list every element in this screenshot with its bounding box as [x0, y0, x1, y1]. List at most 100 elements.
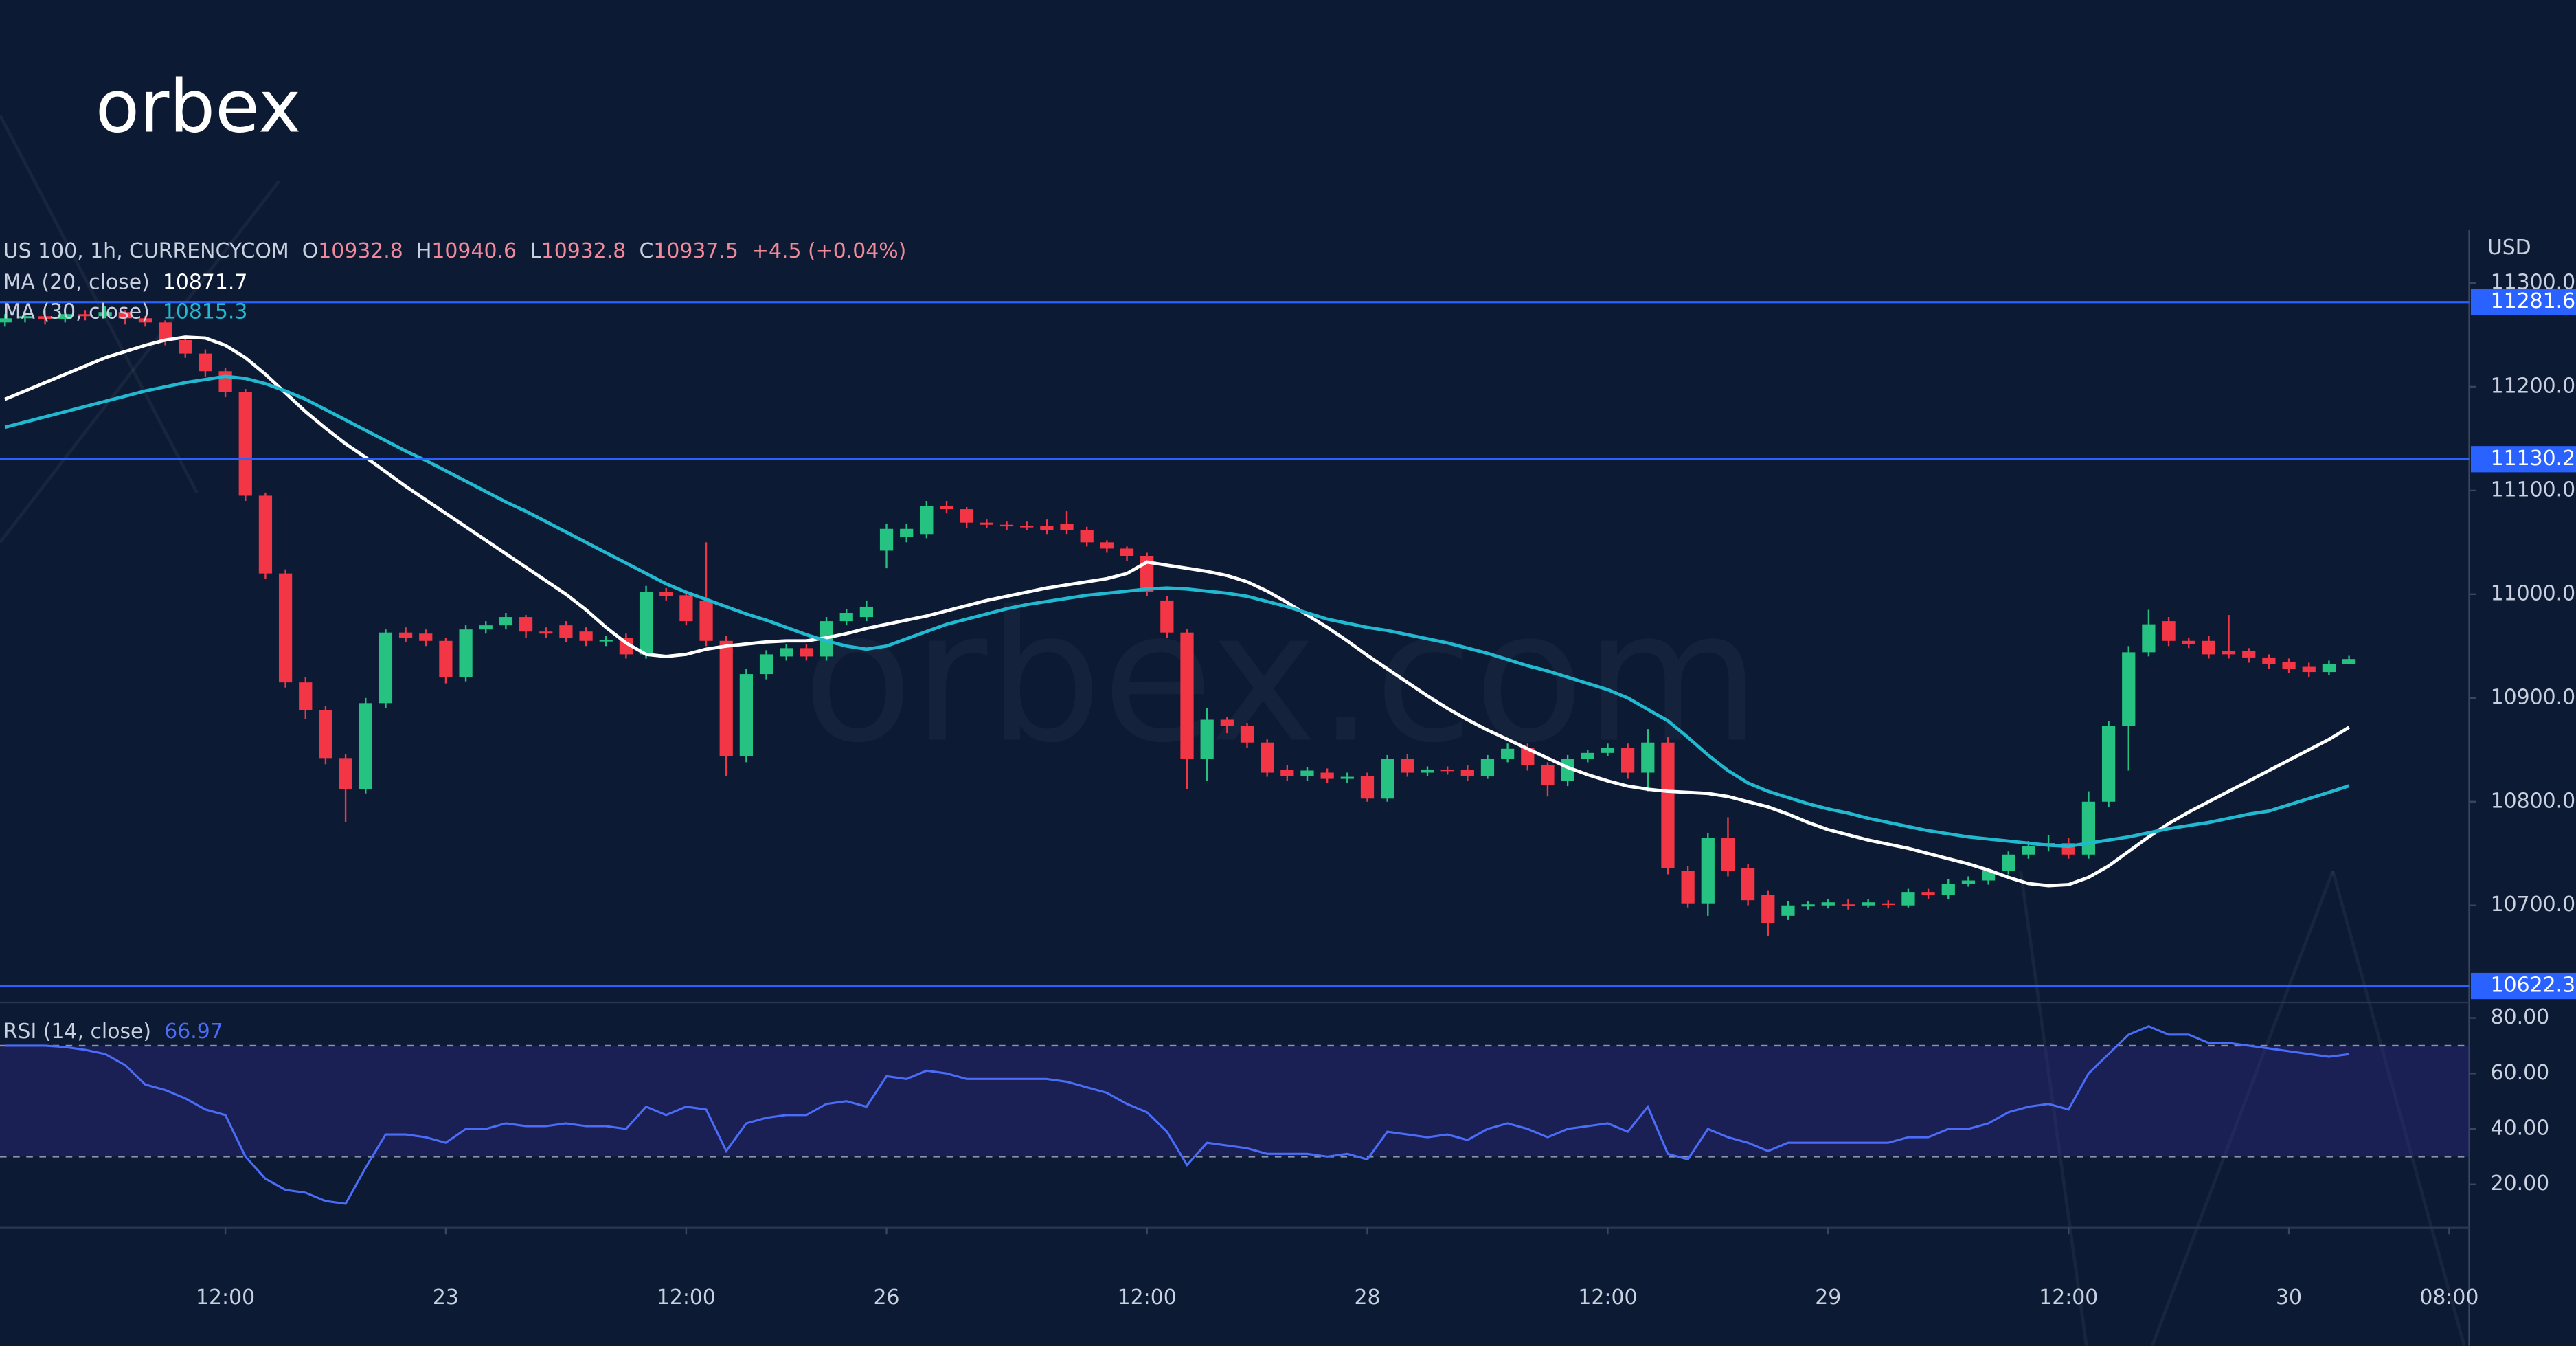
- candle-body: [960, 509, 973, 523]
- candle-body: [1821, 902, 1835, 906]
- candle-body: [1220, 719, 1234, 726]
- decor-line: [0, 114, 199, 494]
- candle-body: [2322, 664, 2336, 673]
- candle-body: [1480, 759, 1495, 776]
- candle-body: [2162, 621, 2176, 641]
- candle-body: [1841, 904, 1855, 906]
- candle-body: [1261, 742, 1274, 773]
- legend-ma20: MA (20, close) 10871.7: [3, 270, 248, 294]
- ohlc-value: 10940.6: [431, 239, 517, 263]
- y-tick-label: 10800.0: [2491, 789, 2576, 813]
- x-tick-label: 23: [433, 1286, 459, 1310]
- candle-body: [1060, 524, 1074, 530]
- candle-body: [499, 617, 513, 626]
- rsi-name: RSI (14, close): [3, 1020, 151, 1044]
- candle-body: [1541, 765, 1555, 785]
- candle-body: [479, 625, 493, 630]
- ohlc-label: H: [416, 239, 431, 263]
- y-tick-label: 11200.0: [2491, 374, 2576, 398]
- candle-body: [398, 632, 413, 638]
- candle-body: [1401, 759, 1414, 773]
- level-label-bg: [2470, 446, 2576, 473]
- level-label: 11281.6: [2491, 289, 2576, 313]
- candle-body: [1080, 530, 1094, 543]
- candle-body: [1921, 892, 1935, 895]
- legend-header: US 100, 1h, CURRENCYCOM O10932.8 H10940.6 L…: [3, 239, 907, 263]
- legend-ma30: MA (30, close) 10815.3: [3, 300, 248, 324]
- candle-body: [1320, 772, 1334, 779]
- candle-body: [1160, 600, 1174, 633]
- candle-body: [2081, 801, 2096, 855]
- candle-body: [1040, 526, 1054, 530]
- candle-body: [1941, 884, 1955, 895]
- candle-body: [1440, 769, 1454, 772]
- candle-body: [2262, 657, 2276, 664]
- candle-body: [118, 312, 132, 319]
- candle-body: [58, 314, 72, 319]
- candle-body: [1961, 880, 1976, 884]
- legend-rsi: RSI (14, close) 66.97: [3, 1020, 223, 1044]
- candle-body: [1661, 742, 1675, 868]
- y-tick-label: 11100.0: [2491, 478, 2576, 502]
- candle-body: [719, 640, 733, 756]
- y-tick-label: 40.00: [2491, 1117, 2550, 1141]
- candle-body: [2142, 624, 2156, 653]
- candle-body: [759, 654, 773, 675]
- candle-body: [238, 392, 252, 496]
- decor-line: [2331, 871, 2466, 1346]
- level-label: 10622.3: [2491, 974, 2576, 998]
- x-tick-label: 30: [2276, 1286, 2302, 1310]
- candle-body: [319, 710, 332, 759]
- candle-body: [1581, 752, 1594, 759]
- candle-body: [439, 640, 453, 677]
- candle-body: [2282, 661, 2296, 669]
- candle-body: [679, 595, 693, 622]
- candle-body: [1601, 748, 1615, 753]
- rsi-line: [5, 1025, 2349, 1205]
- candle-body: [1701, 838, 1715, 904]
- ma-name: MA (20, close): [3, 270, 150, 294]
- x-tick-label: 12:00: [657, 1286, 716, 1310]
- plot: 11300.011200.011100.011000.010900.010800…: [0, 270, 2576, 1310]
- decor-line: [2150, 870, 2335, 1346]
- ma-line: [4, 335, 2350, 888]
- candle-body: [920, 506, 934, 535]
- candle-body: [800, 648, 813, 657]
- ma-value: 10871.7: [163, 270, 248, 294]
- ohlc-label: C: [639, 239, 653, 263]
- x-tick-label: 12:00: [196, 1286, 255, 1310]
- level-label-bg: [2470, 972, 2576, 1000]
- candle-body: [1621, 748, 1635, 773]
- candle-body: [299, 682, 313, 710]
- change: +4.5 (+0.04%): [752, 239, 906, 263]
- candle-body: [1200, 719, 1214, 759]
- level-label: 11130.2: [2491, 447, 2576, 471]
- candle-body: [158, 322, 172, 340]
- ma-value: 10815.3: [163, 300, 248, 324]
- x-tick-label: 29: [1815, 1286, 1841, 1310]
- y-tick-label: 80.00: [2491, 1005, 2550, 1029]
- candle-body: [2002, 854, 2015, 871]
- candle-body: [359, 703, 372, 789]
- symbol: US 100, 1h, CURRENCYCOM: [3, 239, 289, 263]
- x-tick-label: 12:00: [1118, 1286, 1177, 1310]
- candle-body: [980, 522, 993, 525]
- candle-body: [559, 625, 573, 638]
- candle-body: [739, 674, 754, 756]
- candle-body: [2202, 640, 2216, 655]
- y-tick-label: 10900.0: [2491, 685, 2576, 709]
- candle-body: [1882, 903, 1895, 906]
- candle-body: [1360, 776, 1375, 799]
- ohlc-value: 10932.8: [318, 239, 403, 263]
- candle-body: [2122, 652, 2136, 726]
- y-tick-label: 11000.0: [2491, 581, 2576, 605]
- x-tick-label: 08:00: [2419, 1286, 2478, 1310]
- candle-body: [1421, 769, 1434, 773]
- decor: [0, 114, 2466, 1346]
- candle-body: [539, 631, 553, 634]
- candle-body: [1641, 742, 1655, 773]
- candle-body: [2101, 726, 2116, 802]
